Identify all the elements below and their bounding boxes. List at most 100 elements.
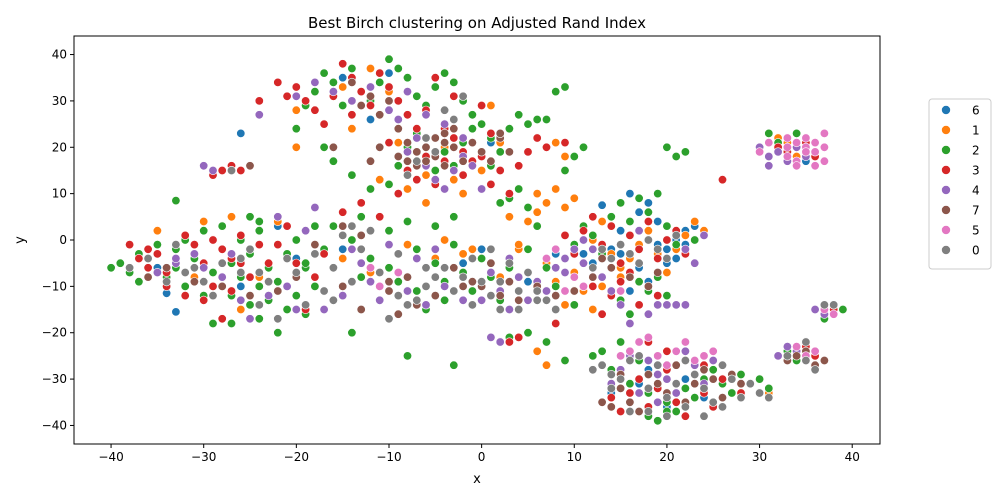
data-point-0 — [384, 314, 394, 324]
data-point-5 — [643, 332, 653, 342]
data-point-1 — [393, 138, 403, 148]
data-point-5 — [782, 133, 792, 143]
data-point-1 — [541, 198, 551, 208]
data-point-2 — [430, 166, 440, 176]
data-point-3 — [486, 128, 496, 138]
data-point-3 — [134, 254, 144, 264]
data-point-4 — [365, 277, 375, 287]
data-point-7 — [699, 365, 709, 375]
data-point-1 — [449, 175, 459, 185]
data-point-4 — [245, 314, 255, 324]
data-point-2 — [412, 286, 422, 296]
data-point-3 — [338, 207, 348, 217]
data-point-2 — [328, 156, 338, 166]
data-point-2 — [680, 147, 690, 157]
y-tick-label: −10 — [42, 279, 67, 293]
data-point-0 — [254, 300, 264, 310]
data-point-3 — [301, 96, 311, 106]
data-point-4 — [680, 244, 690, 254]
data-point-7 — [495, 128, 505, 138]
data-point-7 — [412, 147, 422, 157]
data-point-3 — [430, 73, 440, 83]
y-tick-label: −40 — [42, 418, 67, 432]
data-point-3 — [217, 166, 227, 176]
data-point-0 — [421, 133, 431, 143]
data-point-7 — [551, 291, 561, 301]
data-point-0 — [162, 277, 172, 287]
data-point-2 — [495, 198, 505, 208]
data-point-7 — [430, 133, 440, 143]
data-point-4 — [616, 300, 626, 310]
data-point-7 — [588, 272, 598, 282]
data-point-7 — [625, 397, 635, 407]
data-point-3 — [588, 281, 598, 291]
data-point-4 — [653, 300, 663, 310]
legend-marker-7 — [941, 205, 951, 215]
data-point-7 — [634, 406, 644, 416]
data-point-1 — [680, 230, 690, 240]
data-point-7 — [402, 156, 412, 166]
x-tick-label: −30 — [191, 450, 216, 464]
data-point-3 — [717, 175, 727, 185]
data-point-0 — [699, 411, 709, 421]
data-point-2 — [208, 318, 218, 328]
data-point-1 — [560, 203, 570, 213]
data-point-2 — [449, 77, 459, 87]
data-point-4 — [319, 304, 329, 314]
data-point-2 — [606, 212, 616, 222]
data-point-3 — [236, 230, 246, 240]
data-point-3 — [347, 110, 357, 120]
data-point-4 — [662, 300, 672, 310]
data-point-2 — [671, 152, 681, 162]
y-tick-label: 30 — [52, 94, 67, 108]
data-point-2 — [449, 360, 459, 370]
data-point-4 — [514, 272, 524, 282]
data-point-1 — [486, 101, 496, 111]
data-point-2 — [440, 295, 450, 305]
data-point-2 — [319, 68, 329, 78]
data-point-3 — [310, 272, 320, 282]
data-point-0 — [393, 249, 403, 259]
data-point-4 — [365, 82, 375, 92]
data-point-0 — [764, 393, 774, 403]
data-point-5 — [375, 281, 385, 291]
data-point-1 — [541, 360, 551, 370]
legend-marker-6 — [941, 105, 951, 115]
data-point-3 — [606, 393, 616, 403]
data-point-1 — [514, 240, 524, 250]
data-point-1 — [338, 82, 348, 92]
data-point-3 — [393, 96, 403, 106]
data-point-0 — [634, 258, 644, 268]
data-point-4 — [486, 267, 496, 277]
data-point-4 — [458, 133, 468, 143]
data-point-3 — [356, 87, 366, 97]
data-point-4 — [171, 254, 181, 264]
x-tick-label: −40 — [98, 450, 123, 464]
data-point-5 — [569, 272, 579, 282]
y-tick-label: −20 — [42, 326, 67, 340]
data-point-6 — [338, 73, 348, 83]
data-point-6 — [236, 128, 246, 138]
data-point-3 — [662, 346, 672, 356]
data-point-5 — [792, 342, 802, 352]
data-point-2 — [254, 226, 264, 236]
data-point-7 — [736, 379, 746, 389]
data-point-7 — [717, 393, 727, 403]
legend-marker-1 — [941, 125, 951, 135]
data-point-3 — [477, 101, 487, 111]
data-point-2 — [347, 64, 357, 74]
data-point-3 — [208, 235, 218, 245]
data-point-4 — [356, 258, 366, 268]
data-point-0 — [449, 286, 459, 296]
data-point-7 — [402, 272, 412, 282]
data-point-6 — [671, 254, 681, 264]
data-point-3 — [264, 258, 274, 268]
data-point-6 — [597, 200, 607, 210]
data-point-4 — [773, 147, 783, 157]
legend-box — [928, 98, 992, 270]
data-point-6 — [578, 249, 588, 259]
data-point-0 — [755, 388, 765, 398]
data-point-3 — [384, 138, 394, 148]
data-point-3 — [412, 124, 422, 134]
data-point-1 — [227, 212, 237, 222]
